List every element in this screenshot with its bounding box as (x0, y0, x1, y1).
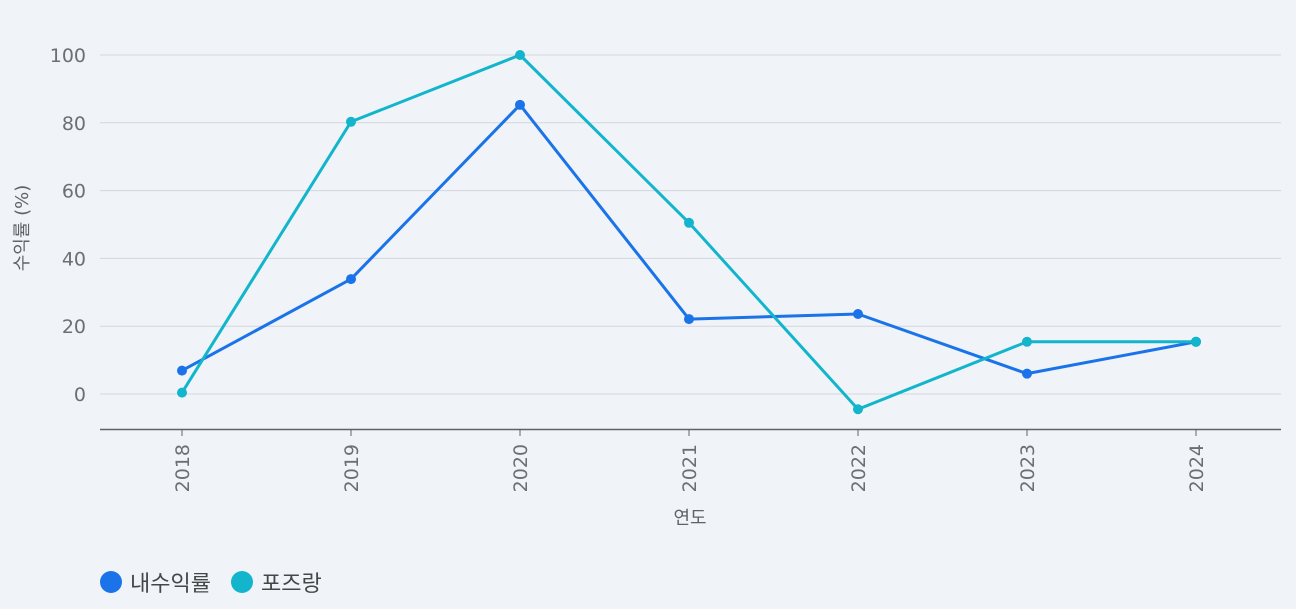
x-tick-label: 2024 (1186, 444, 1208, 492)
legend-swatch-series-1 (100, 571, 122, 593)
series-line-2 (180, 53, 1196, 411)
data-point-series-2[interactable] (684, 217, 694, 228)
legend-label-series-1: 내수익률 (130, 572, 211, 597)
legend: 내수익률 포즈랑 (100, 566, 322, 598)
series-points (177, 50, 1201, 415)
y-tick-label: 100 (50, 45, 86, 67)
y-tick-label: 60 (62, 181, 86, 203)
data-point-series-1[interactable] (1022, 368, 1032, 379)
data-point-series-2[interactable] (346, 116, 356, 127)
legend-swatch-series-2 (230, 571, 253, 593)
data-point-series-2[interactable] (1022, 336, 1032, 347)
data-point-series-2[interactable] (1191, 336, 1201, 347)
data-point-series-1[interactable] (684, 314, 694, 325)
y-axis-title: 수익률 (%) (12, 185, 33, 272)
y-tick-label: 20 (62, 316, 86, 338)
x-tick-label: 2020 (510, 444, 532, 492)
legend-item-series-1[interactable]: 내수익률 (100, 566, 211, 598)
y-tick-label: 0 (74, 384, 86, 406)
gridlines (100, 54, 1281, 395)
y-tick-label: 80 (62, 113, 86, 135)
y-axis-ticks: 0 20 40 60 80 100 (50, 45, 86, 406)
data-point-series-2[interactable] (515, 50, 525, 60)
data-point-series-2[interactable] (177, 387, 187, 398)
series-lines (180, 53, 1197, 411)
x-tick-label: 2021 (679, 444, 701, 492)
data-point-series-2[interactable] (853, 404, 863, 415)
data-point-series-1[interactable] (177, 365, 187, 376)
data-point-series-1[interactable] (346, 274, 356, 285)
x-tick-label: 2023 (1017, 444, 1039, 492)
series-line-1 (181, 103, 1197, 376)
y-tick-label: 40 (62, 248, 86, 270)
x-axis-title: 연도 (673, 508, 706, 529)
x-tick-label: 2022 (848, 444, 870, 492)
x-tick-label: 2019 (341, 444, 363, 492)
data-point-series-1[interactable] (853, 308, 863, 319)
data-point-series-1[interactable] (515, 99, 525, 110)
legend-label-series-2: 포즈랑 (260, 572, 322, 597)
legend-item-series-2[interactable]: 포즈랑 (230, 566, 322, 598)
x-axis-ticks: 2018 2019 2020 2021 2022 2023 2024 (172, 429, 1208, 492)
x-tick-label: 2018 (172, 444, 194, 492)
